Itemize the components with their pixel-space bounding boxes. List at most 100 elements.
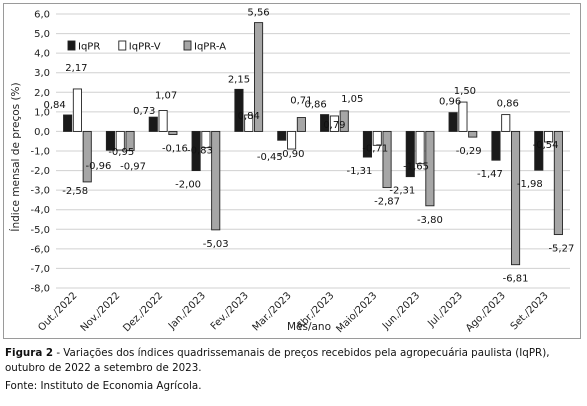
y-tick-label: -1,0 [30,147,50,158]
data-label: -1,31 [347,166,373,177]
data-label: 0,84 [238,111,260,122]
y-tick-label: -7,0 [30,264,50,275]
data-label: -0,71 [362,143,388,154]
bar-iqpr [448,112,458,132]
data-label: -5,27 [548,244,574,255]
bar-iqpr [534,130,544,171]
x-tick-label: Nov./2022 [79,290,123,334]
y-tick-label: 3,0 [34,68,50,79]
x-tick-label: Out./2022 [36,290,79,333]
bar-iqpr-a [125,130,135,151]
data-label: 5,56 [247,8,269,19]
data-label: -2,31 [389,186,415,197]
data-label: 2,15 [228,74,250,85]
bar-iqpr-a [82,130,92,183]
y-axis-title: Índice mensal de preços (%) [9,82,22,231]
legend-label: IqPR-V [129,42,161,53]
bar-iqpr-v [501,114,511,132]
legend-label: IqPR [78,42,100,53]
data-label: 0,86 [304,100,326,111]
x-tick-label: Set./2023 [509,290,551,332]
bar-iqpr-v [415,130,425,165]
x-tick-label: Jun./2023 [380,290,422,332]
bar-iqpr-a [211,130,221,231]
data-label: 1,05 [341,94,363,105]
bar-iqpr-v [287,130,297,150]
bar-iqpr-a [553,130,563,236]
x-tick-label: Dez./2022 [121,290,165,334]
bar-chart: 6,0 5,0 4,0 3,0 2,0 1,0 0,0 -1,0 -2,0 -3,0 -4,0 -5,… [9,8,574,336]
y-tick-label: -2,0 [30,166,50,177]
bar-iqpr [277,130,287,141]
bar-iqpr [362,130,373,158]
data-label: -6,81 [503,274,529,285]
bar-iqpr [491,130,501,161]
bar-iqpr-a [339,110,349,132]
x-axis-title: Mês/ano [287,321,331,333]
y-tick-label: 1,0 [34,107,50,118]
bar-iqpr-v [544,130,554,143]
bar-iqpr-v [329,115,339,132]
bar-iqpr [63,114,73,132]
y-axis-ticks: 6,0 5,0 4,0 3,0 2,0 1,0 0,0 -1,0 -2,0 -3,0 -4,0 -5,… [30,10,50,295]
legend: IqPR IqPR-V IqPR-A [67,40,226,53]
bar-iqpr [234,88,244,132]
bar-iqpr-v [244,114,254,132]
data-label: -0,16 [162,144,188,155]
y-tick-label: -3,0 [30,186,50,197]
gridlines [56,13,570,289]
bar-iqpr [405,130,415,178]
bar-iqpr [148,116,158,132]
figure-caption-text: - Variações dos índices quadrissemanais … [5,347,550,374]
data-label: -1,65 [403,162,429,173]
data-label: 0,79 [323,120,345,131]
data-label: 0,86 [497,99,519,110]
data-label: -0,45 [257,152,283,163]
bar-iqpr-a [253,22,264,132]
y-tick-label: -4,0 [30,205,50,216]
bar-iqpr-v [201,130,211,149]
legend-swatch [67,40,76,51]
figure-label: Figura 2 [5,347,54,359]
bar-iqpr-v [372,130,382,146]
data-label: -3,80 [417,215,443,226]
data-label: 1,07 [155,90,177,101]
bar-iqpr-v [72,88,82,132]
source-note: Fonte: Instituto de Economia Agrícola. [5,380,202,392]
data-label: -0,97 [120,161,146,172]
bar-iqpr-v [458,101,468,132]
chart-frame: 6,0 5,0 4,0 3,0 2,0 1,0 0,0 -1,0 -2,0 -3,0 -4,0 -5,… [3,3,581,339]
bar-iqpr-a [425,130,435,207]
data-label: 0,96 [439,97,461,108]
bar-iqpr [320,114,330,132]
legend-swatch [118,40,127,51]
bar-iqpr-a [296,117,306,132]
bar-iqpr-a [468,130,478,138]
y-tick-label: 0,0 [34,127,50,138]
data-label: -1,98 [517,179,543,190]
data-label: 1,50 [454,86,476,97]
data-label: -0,29 [456,146,482,157]
bar-iqpr [105,130,115,151]
bars [63,22,563,266]
data-label: 0,73 [133,106,155,117]
bar-iqpr [191,130,201,172]
bar-iqpr-a [382,130,392,189]
x-tick-label: Jan./2023 [166,290,208,332]
data-label: -0,95 [108,147,134,158]
legend-swatch [183,40,192,51]
bar-iqpr-v [158,110,168,132]
data-label: -0,90 [279,149,305,160]
y-tick-label: 6,0 [34,10,50,21]
data-label: -0,83 [187,146,213,157]
y-tick-label: 5,0 [34,29,50,40]
y-tick-label: -5,0 [30,225,50,236]
data-label: -2,87 [374,197,400,208]
data-label: -0,96 [86,161,112,172]
y-tick-label: 2,0 [34,88,50,99]
bar-iqpr-a [511,130,521,266]
bar-iqpr-v [115,130,125,151]
legend-label: IqPR-A [194,42,226,53]
x-tick-label: Ago./2023 [464,290,508,334]
x-tick-label: Maio/2023 [334,290,379,335]
